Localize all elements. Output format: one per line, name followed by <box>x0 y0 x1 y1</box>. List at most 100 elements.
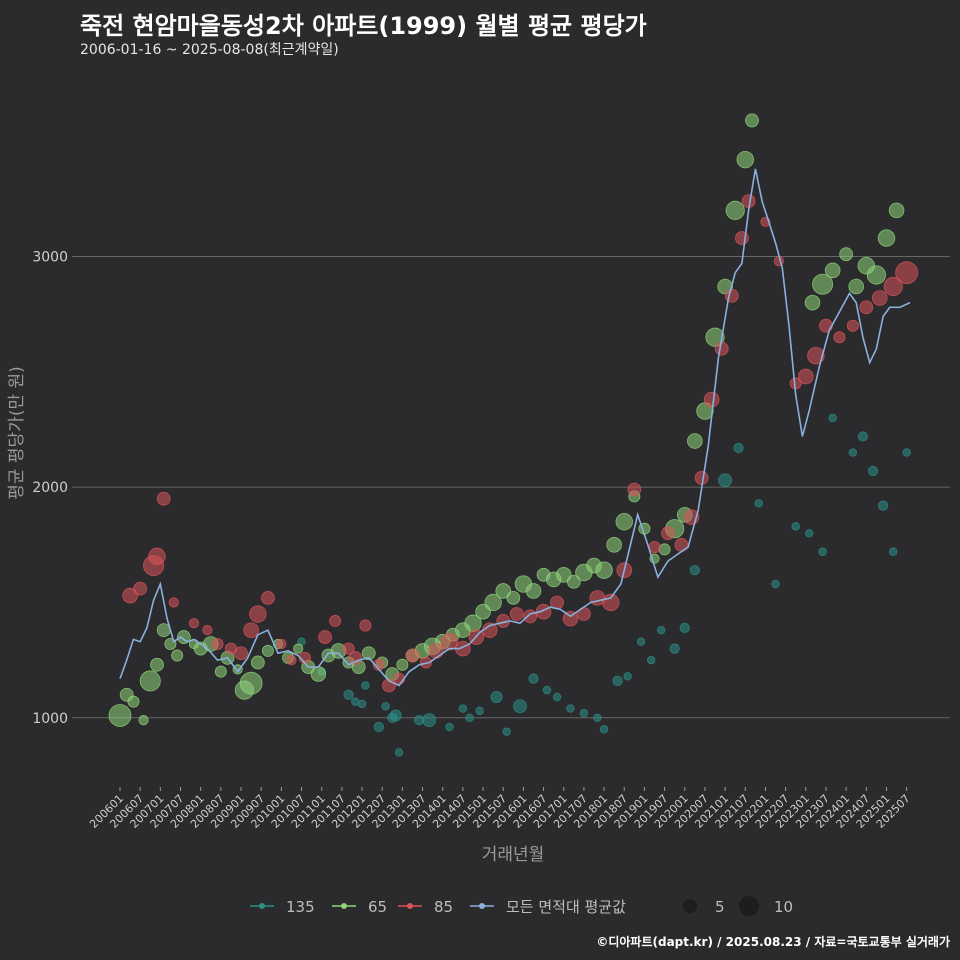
point-85-44 <box>661 526 675 541</box>
point-65-63 <box>705 327 725 347</box>
point-85-28 <box>440 632 459 651</box>
point-85-6 <box>188 618 200 629</box>
point-65-68 <box>804 294 821 311</box>
point-135-38 <box>771 579 780 589</box>
point-85-1 <box>133 581 148 596</box>
point-65-7 <box>164 638 177 651</box>
point-135-41 <box>818 547 827 556</box>
point-65-9 <box>176 630 191 644</box>
point-135-4 <box>357 699 367 709</box>
legend-dot-65 <box>341 903 347 909</box>
point-65-13 <box>214 665 227 678</box>
point-85-3 <box>148 547 166 566</box>
point-85-10 <box>234 646 248 661</box>
point-65-71 <box>839 247 854 262</box>
point-65-41 <box>484 593 502 612</box>
point-85-17 <box>318 630 332 644</box>
point-135-30 <box>646 655 656 665</box>
point-135-42 <box>828 413 837 423</box>
grid-lines <box>72 256 950 719</box>
point-65-2 <box>127 695 140 708</box>
point-135-31 <box>657 625 666 635</box>
point-135-2 <box>343 689 354 700</box>
point-85-14 <box>276 638 287 650</box>
point-65-75 <box>877 229 896 247</box>
point-85-50 <box>724 288 739 303</box>
point-135-46 <box>878 500 889 511</box>
point-85-58 <box>819 318 833 333</box>
point-85-20 <box>348 650 363 665</box>
point-135-39 <box>791 522 800 531</box>
point-135-36 <box>733 442 744 454</box>
legend-dot-135 <box>259 903 265 909</box>
point-135-7 <box>381 702 390 711</box>
point-65-18 <box>250 655 265 670</box>
point-85-59 <box>833 331 846 344</box>
point-65-19 <box>261 644 274 657</box>
chart-title: 죽전 현암마을동성2차 아파트(1999) 월별 평균 평당가 <box>80 12 647 40</box>
point-65-42 <box>495 583 512 599</box>
point-65-74 <box>866 265 886 285</box>
point-85-63 <box>883 276 903 297</box>
point-85-21 <box>359 619 372 632</box>
point-135-29 <box>636 637 646 646</box>
point-85-27 <box>428 643 444 659</box>
legend-label-135: 135 <box>286 898 315 916</box>
point-135-21 <box>542 685 552 695</box>
legend-size-10 <box>739 896 759 916</box>
point-85-12 <box>249 605 267 623</box>
point-65-32 <box>396 658 409 671</box>
point-65-66 <box>736 150 754 169</box>
footer-credit: ©디아파트(dapt.kr) / 2025.08.23 / 자료=국토교통부 실… <box>596 935 950 949</box>
point-65-6 <box>156 623 171 638</box>
point-135-28 <box>623 672 632 681</box>
point-65-49 <box>566 574 581 589</box>
point-65-8 <box>171 649 184 662</box>
legend-label-avg: 모든 면적대 평균값 <box>506 898 626 916</box>
point-65-72 <box>848 278 865 295</box>
point-85-60 <box>846 319 859 332</box>
point-135-43 <box>848 448 858 457</box>
average-line <box>119 168 911 687</box>
point-135-15 <box>465 713 474 723</box>
point-135-5 <box>361 681 370 690</box>
point-135-10 <box>394 748 404 757</box>
point-85-56 <box>797 368 814 385</box>
x-axis-title: 거래년월 <box>482 845 545 865</box>
point-65-4 <box>139 670 161 692</box>
legend-dot-avg <box>479 903 485 909</box>
point-65-5 <box>150 657 164 672</box>
point-85-7 <box>202 625 213 636</box>
point-65-45 <box>525 583 542 599</box>
point-65-15 <box>232 664 243 675</box>
point-85-18 <box>329 614 342 627</box>
point-85-15 <box>286 655 297 666</box>
legend-size-label-5: 5 <box>715 898 725 916</box>
point-135-20 <box>528 673 539 684</box>
point-65-65 <box>725 200 745 220</box>
point-65-48 <box>555 567 572 583</box>
point-135-14 <box>458 704 468 713</box>
point-65-58 <box>658 543 671 556</box>
point-135-33 <box>679 622 690 633</box>
point-85-19 <box>342 642 355 655</box>
point-135-13 <box>445 722 454 732</box>
legend: 135 65 85 모든 면적대 평균값 5 10 <box>250 896 793 916</box>
point-65-29 <box>361 646 376 661</box>
x-axis-ticks: 2006012006072007012007072008012008072009… <box>87 787 913 831</box>
point-135-6 <box>373 721 384 733</box>
point-85-62 <box>871 290 888 306</box>
point-85-48 <box>703 391 720 408</box>
point-65-0 <box>108 704 132 727</box>
point-135-16 <box>475 706 484 716</box>
point-135-25 <box>593 713 602 723</box>
point-85-47 <box>694 471 709 485</box>
point-65-17 <box>239 671 263 695</box>
point-135-40 <box>804 529 814 538</box>
point-135-12 <box>422 713 437 728</box>
point-135-48 <box>902 448 911 457</box>
y-axis-title: 평균 평당가(만 원) <box>7 366 27 500</box>
point-85-5 <box>168 597 179 608</box>
point-65-69 <box>812 273 834 295</box>
